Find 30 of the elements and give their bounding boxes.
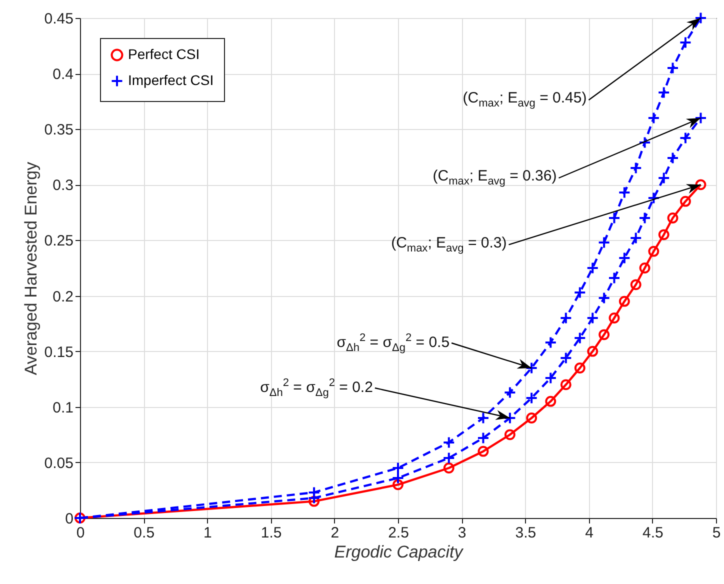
- annotation: (C$_{max}$; E$_{avg}$ = 0.36): [432, 167, 557, 188]
- y-tick-label: 0.15: [44, 344, 74, 361]
- x-tick-label: 1: [204, 524, 212, 542]
- y-tick-label: 0.4: [52, 66, 74, 84]
- x-tick-label: 1.5: [260, 524, 282, 542]
- y-tick-label: 0.3: [52, 177, 74, 194]
- x-tick-label: 3: [458, 524, 466, 542]
- x-tick-label: 2.5: [388, 524, 409, 542]
- y-tick-label: 0: [65, 510, 74, 528]
- annotation: σ$_{Δh}$$^{2}$ = σ$_{Δg}$$^{2}$ = 0.5: [336, 332, 450, 354]
- y-tick-label: 0.45: [44, 10, 74, 28]
- x-tick-label: 3.5: [515, 524, 536, 542]
- legend-label: Imperfect CSI: [128, 72, 214, 88]
- x-tick-label: 4.5: [642, 524, 664, 542]
- x-tick-label: 4: [585, 524, 594, 542]
- y-tick-label: 0.2: [52, 288, 74, 306]
- x-tick-label: 0.5: [134, 524, 155, 542]
- legend-label: Perfect CSI: [128, 46, 200, 62]
- x-axis-title: Ergodic Capacity: [334, 542, 464, 562]
- annotation: σ$_{Δh}$$^{2}$ = σ$_{Δg}$$^{2}$ = 0.2: [260, 376, 373, 400]
- y-tick-label: 0.35: [44, 122, 74, 139]
- annotation: (C$_{max}$; E$_{avg}$ = 0.45): [462, 89, 587, 110]
- annotation: (C$_{max}$; E$_{avg}$ = 0.3): [391, 234, 507, 254]
- y-tick-label: 0.05: [44, 454, 74, 472]
- y-axis-title: Averaged Harvested Energy: [21, 161, 40, 376]
- x-tick-label: 0: [76, 524, 85, 542]
- x-tick-label: 5: [712, 524, 721, 542]
- x-tick-label: 2: [330, 524, 340, 542]
- y-tick-label: 0.1: [52, 399, 74, 416]
- y-tick-label: 0.25: [44, 232, 74, 250]
